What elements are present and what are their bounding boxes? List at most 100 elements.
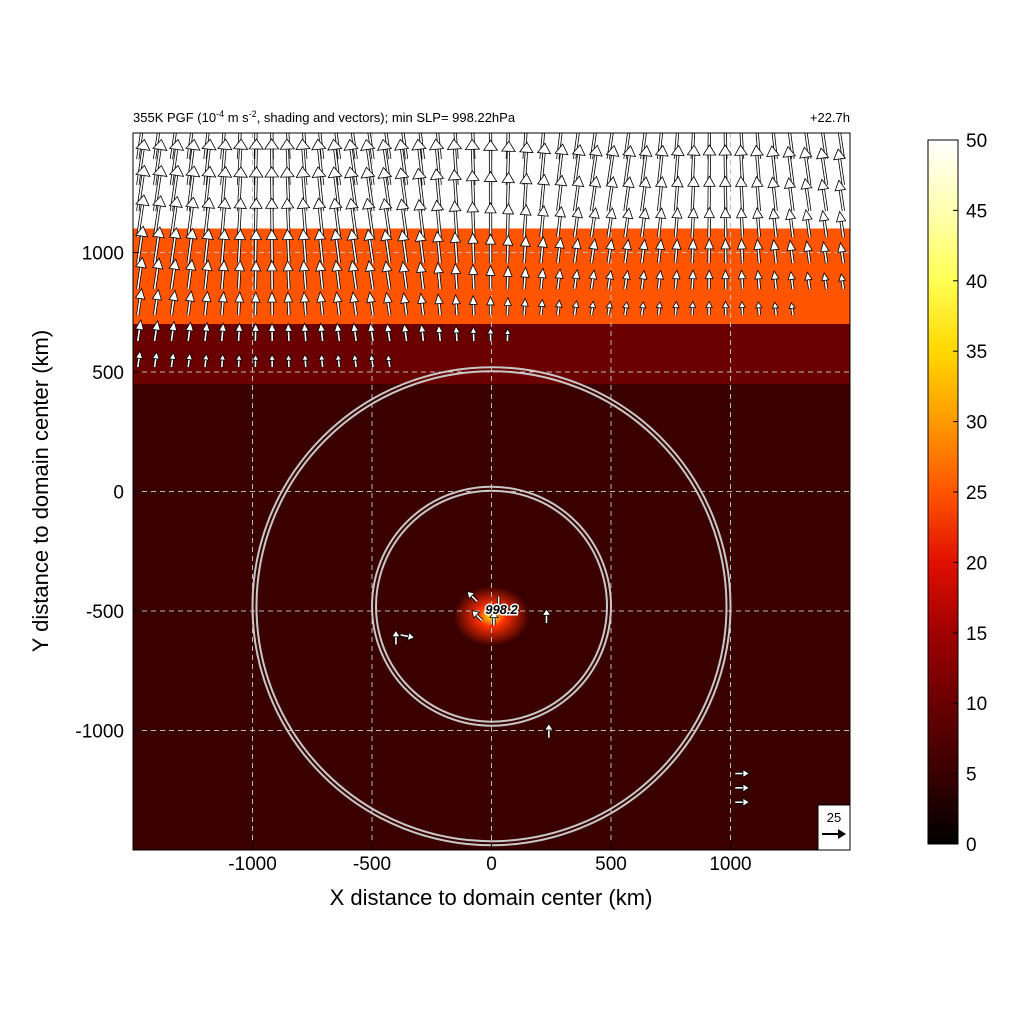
vector-arrow-outline [692,97,694,133]
vector-arrowhead [202,87,216,98]
reference-vector-label: 25 [827,810,841,825]
vector-arrowhead [671,87,685,98]
vector-arrowhead [750,114,764,125]
x-tick-label: 0 [486,854,497,875]
vector-arrowhead [249,87,263,97]
colorbar-tick-label: 35 [966,342,987,363]
vector-arrow-outline [575,97,580,133]
vector-arrow [675,308,676,315]
plot-area [133,87,850,850]
vector-arrowhead [734,114,748,124]
vector-arrow [456,333,457,341]
vector-arrow [742,249,743,263]
vector-arrow [473,243,474,263]
vector-arrow [625,97,630,133]
x-tick-label: -500 [353,854,391,875]
vector-arrow [507,214,508,237]
vector-arrow [439,303,440,315]
vector-arrow [659,308,660,315]
vector-arrow [372,360,373,367]
colorbar-tick-label: 45 [966,201,987,222]
vector-arrow [205,331,206,341]
vector-arrow [591,308,592,315]
vector-arrow [692,249,693,263]
vector-arrow [759,308,760,315]
vector-arrow [659,97,663,133]
vector-arrow-outline [642,97,647,133]
chart-title: 355K PGF (10-4 m s-2, shading and vector… [133,109,516,125]
x-tick-label: -1000 [228,854,277,875]
vector-arrow [288,271,289,289]
vector-arrowhead [687,87,701,97]
vector-arrowhead [590,114,604,125]
vector-arrow [759,279,760,289]
vector-arrowhead [153,88,167,99]
vector-arrowhead [136,87,150,98]
vector-arrowhead [766,115,780,126]
vector-arrowhead [344,87,358,98]
vector-arrowhead [814,88,828,99]
x-axis-label: X distance to domain center (km) [330,885,653,910]
vector-arrow [239,302,240,315]
vector-arrow [188,360,189,367]
vector-arrow [675,97,678,133]
vector-arrowhead [312,87,326,98]
vector-arrow [288,239,289,263]
vector-arrowhead [749,87,763,98]
vector-arrow [456,274,457,289]
vector-arrowhead [590,87,604,98]
vector-arrowhead [831,87,845,98]
vector-arrowhead [718,114,732,124]
vector-arrow [524,277,525,289]
vector-arrow [558,307,559,315]
vector-arrow-outline [772,97,776,133]
vector-arrowhead [718,87,732,97]
colorbar-tick-label: 20 [966,553,987,574]
vector-arrowhead [734,87,748,97]
vector-arrow [507,245,508,263]
vector-arrowhead [765,87,779,98]
vector-arrow [692,97,694,133]
vector-arrowhead [607,114,621,125]
vector-arrow [608,97,613,133]
vector-arrowhead [265,87,279,97]
vector-arrowhead [781,87,795,98]
vector-arrow [524,306,525,315]
vector-arrow [239,271,240,289]
vector-arrow-outline [709,97,710,133]
vector-arrow [541,306,542,315]
vector-arrowhead [280,87,294,97]
vector-arrowhead [623,87,637,98]
vector-arrow [642,97,647,133]
vector-arrow-outline [756,97,759,133]
colorbar-tick-label: 50 [966,131,987,152]
vector-arrow [473,274,474,289]
vector-arrow-outline [541,97,544,133]
colorbar-tick-label: 30 [966,413,987,434]
vector-arrow [692,218,693,237]
x-tick-label: 500 [595,854,627,875]
vector-arrow [675,279,676,289]
vector-arrow-outline [725,97,726,133]
vector-arrow [322,331,323,341]
min-slp-label: 998.2 [485,602,518,617]
vector-arrowhead [484,87,498,97]
vector-arrow [659,279,660,289]
colorbar-tick-label: 15 [966,624,987,645]
vector-arrowhead [412,87,426,98]
y-tick-label: 1000 [82,244,124,265]
vector-arrow [524,246,525,263]
vector-arrowhead [623,114,637,125]
vector-arrowhead [555,113,569,124]
vector-arrowhead [520,87,534,97]
vector-arrow [709,97,710,133]
vector-arrow [591,97,596,133]
vector-arrow [288,302,289,315]
vector-arrowhead [573,114,587,125]
colorbar-tick-label: 40 [966,272,987,293]
y-tick-label: 500 [92,363,124,384]
vector-arrow [642,308,643,315]
